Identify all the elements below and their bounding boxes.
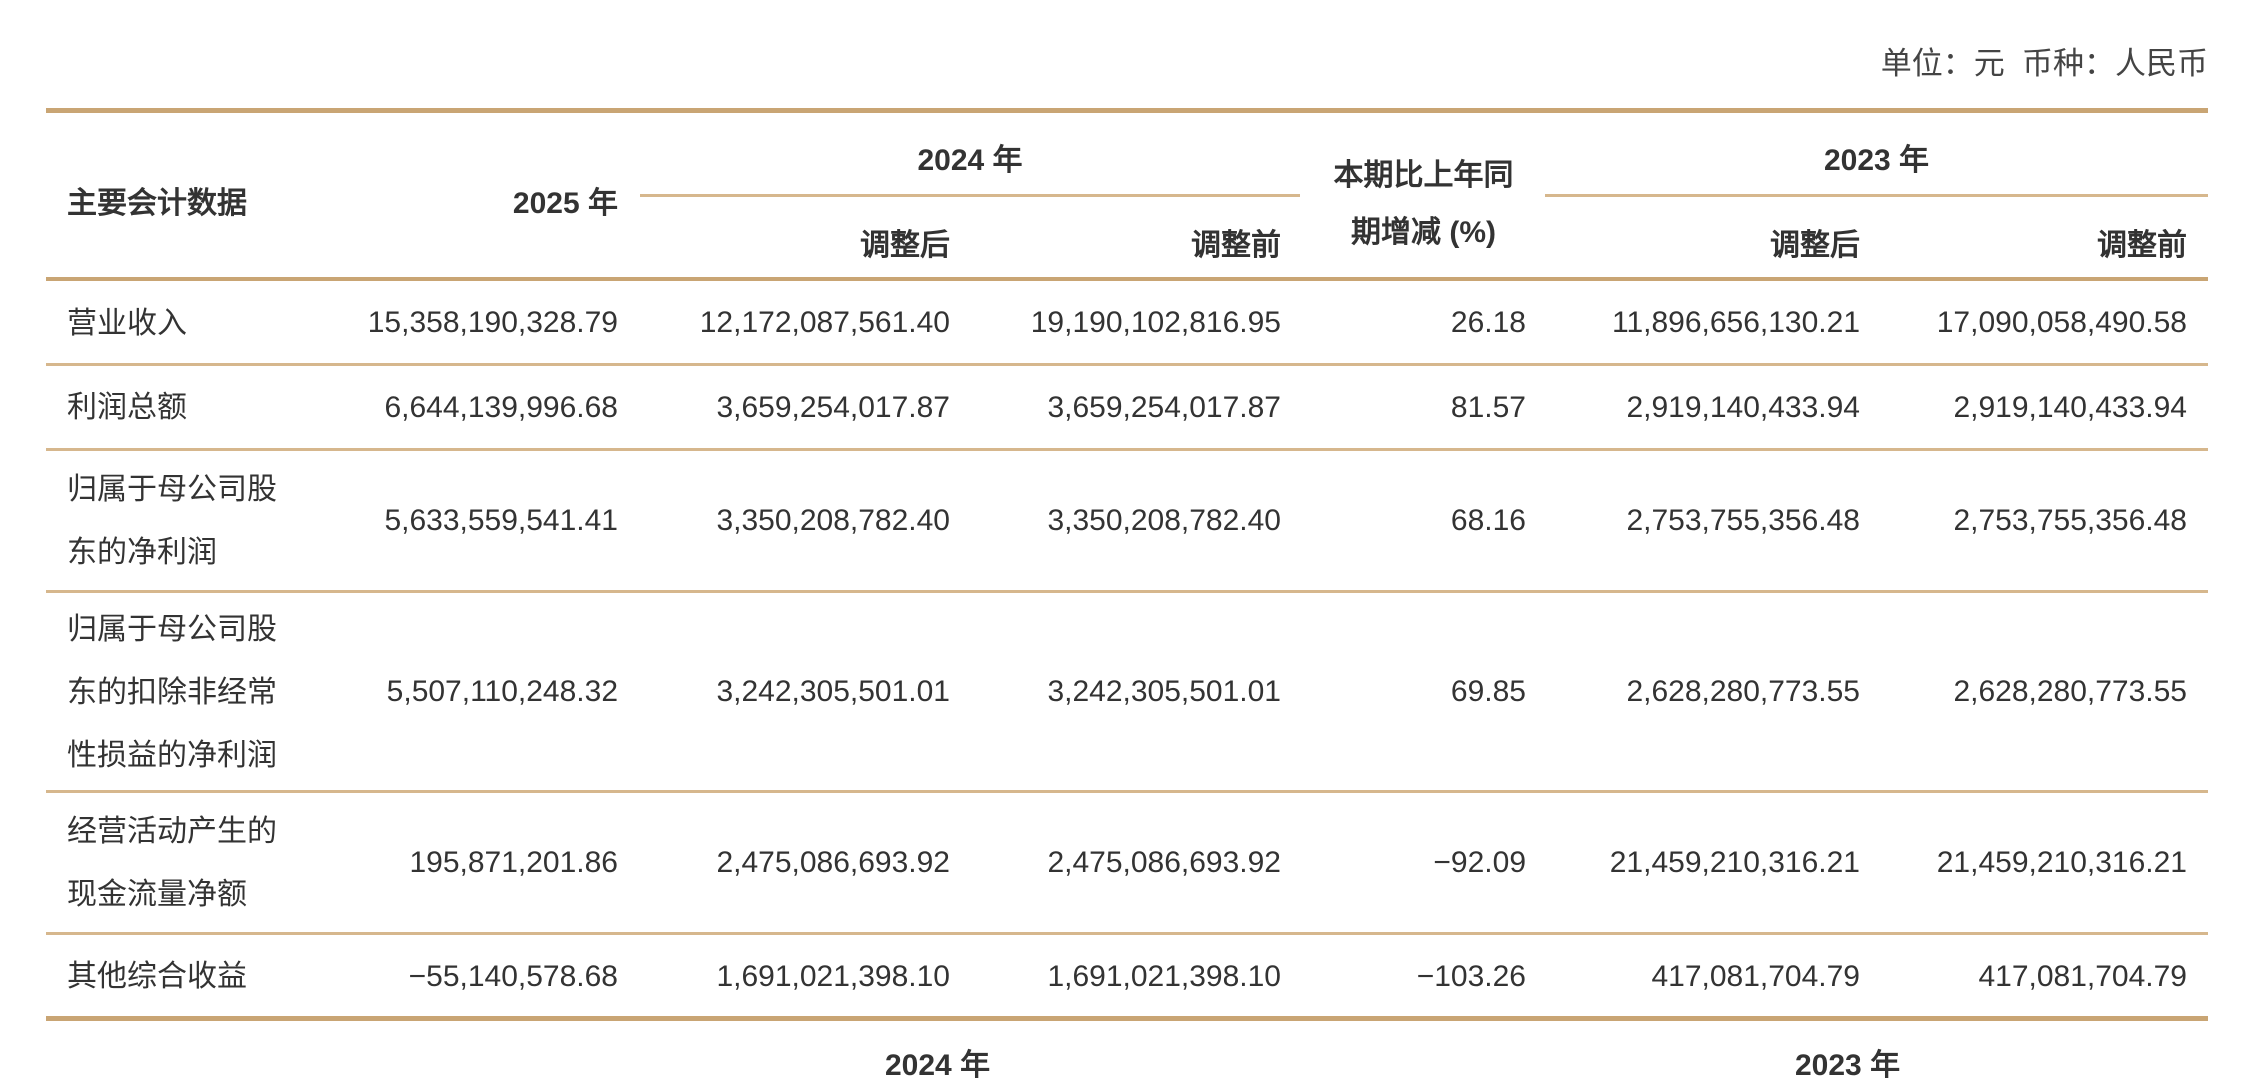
cell-v2024-after: 1,691,021,398.10: [716, 959, 950, 993]
header-2023-adjusted-after: 调整后: [1770, 229, 1860, 262]
cell-yoy: 69.85: [1450, 675, 1526, 708]
cell-v2023-after: 11,896,656,130.21: [1611, 306, 1860, 339]
row-divider: [46, 790, 2208, 793]
row-label: 其他综合收益: [67, 960, 247, 993]
cell-v2025: 6,644,139,996.68: [384, 390, 618, 424]
cell-yoy: −103.26: [1416, 959, 1526, 993]
row-label: 经营活动产生的现金流量净额: [67, 815, 277, 911]
row-label: 归属于母公司股东的扣除非经常性损益的净利润: [67, 612, 277, 772]
cell-v2023-after: 21,459,210,316.21: [1609, 846, 1860, 879]
cell-v2023-after: 2,753,755,356.48: [1626, 504, 1860, 537]
header-item: 主要会计数据: [67, 187, 247, 220]
table-top-rule: [46, 108, 2208, 113]
row-divider: [46, 590, 2208, 593]
row-divider: [46, 448, 2208, 451]
row-divider: [46, 363, 2208, 366]
cell-yoy: 81.57: [1450, 390, 1526, 424]
cell-v2024-before: 19,190,102,816.95: [1030, 306, 1281, 339]
cell-v2024-after: 3,242,305,501.01: [716, 675, 950, 708]
cell-v2024-after: 2,475,086,693.92: [716, 846, 950, 879]
cell-v2024-after: 3,350,208,782.40: [716, 504, 950, 537]
cell-v2024-before: 3,350,208,782.40: [1047, 504, 1281, 537]
header-2023-adjusted-before: 调整前: [2097, 229, 2187, 262]
cell-yoy: 26.18: [1450, 306, 1526, 339]
cell-v2025: 195,871,201.86: [409, 846, 618, 879]
header-2024: 2024 年: [917, 144, 1023, 177]
cell-v2023-before: 17,090,058,490.58: [1936, 306, 2187, 339]
header-2024-adjusted-after: 调整后: [860, 229, 950, 262]
header-yoy-line2: 期增减 (%): [1351, 216, 1496, 249]
cell-v2023-after: 417,081,704.79: [1651, 959, 1860, 993]
cell-v2024-before: 3,659,254,017.87: [1047, 390, 1281, 424]
cell-v2023-after: 2,628,280,773.55: [1626, 675, 1860, 708]
cell-v2023-after: 2,919,140,433.94: [1626, 390, 1860, 424]
cell-v2023-before: 2,753,755,356.48: [1953, 504, 2187, 537]
next-table-header-2023: 2023 年: [1795, 1049, 1901, 1082]
cell-v2024-after: 3,659,254,017.87: [716, 390, 950, 424]
header-rule-2023: [1545, 194, 2208, 197]
header-2024-adjusted-before: 调整前: [1191, 229, 1281, 262]
cell-v2023-before: 417,081,704.79: [1978, 959, 2187, 993]
cell-v2025: 5,633,559,541.41: [384, 504, 618, 537]
row-label: 归属于母公司股东的净利润: [67, 473, 277, 569]
cell-v2024-before: 3,242,305,501.01: [1047, 675, 1281, 708]
cell-v2024-before: 2,475,086,693.92: [1047, 846, 1281, 879]
cell-yoy: 68.16: [1450, 504, 1526, 537]
cell-v2023-before: 2,919,140,433.94: [1953, 390, 2187, 424]
unit-currency-note: 单位：元 币种：人民币: [1880, 46, 2208, 81]
cell-v2023-before: 21,459,210,316.21: [1936, 846, 2187, 879]
cell-v2023-before: 2,628,280,773.55: [1953, 675, 2187, 708]
cell-v2024-after: 12,172,087,561.40: [699, 306, 950, 339]
header-2023: 2023 年: [1823, 144, 1930, 177]
cell-v2025: −55,140,578.68: [408, 959, 618, 993]
header-rule-2024: [640, 194, 1300, 197]
row-label: 利润总额: [67, 391, 187, 424]
row-label: 营业收入: [67, 306, 187, 340]
header-bottom-rule: [46, 277, 2208, 281]
header-yoy-line1: 本期比上年同: [1333, 159, 1514, 192]
cell-v2025: 5,507,110,248.32: [386, 675, 618, 708]
cell-v2025: 15,358,190,328.79: [367, 306, 618, 339]
header-2025: 2025 年: [512, 187, 618, 220]
cell-yoy: −92.09: [1433, 846, 1526, 879]
row-divider: [46, 932, 2208, 935]
next-table-header-2024: 2024 年: [885, 1049, 991, 1082]
cell-v2024-before: 1,691,021,398.10: [1047, 959, 1281, 993]
table-bottom-rule: [46, 1016, 2208, 1021]
